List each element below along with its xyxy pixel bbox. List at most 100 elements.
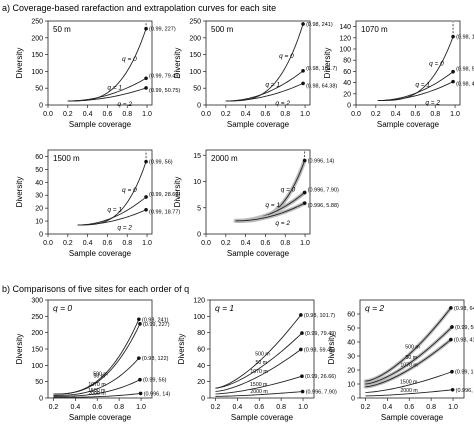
endpoint-marker [450, 387, 455, 392]
y-tick-label: 150 [189, 52, 201, 59]
series-line [215, 391, 303, 397]
endpoint-label: (0.99, 227) [143, 322, 170, 328]
y-tick-label: 140 [339, 24, 351, 31]
endpoint-label: (0.98, 41.73) [454, 338, 474, 344]
curve-label: q = 0 [122, 56, 137, 63]
y-tick-label: 40 [347, 340, 355, 347]
plot-frame [359, 299, 465, 399]
y-tick-label: 10 [193, 179, 201, 186]
chart-panels: 0.0 0.2 0.4 0.6 0.8 1.0050100150200250Sample … [15, 19, 474, 423]
endpoint-marker [144, 195, 148, 199]
curve-label: q = 0 [122, 187, 137, 194]
site-curve-label: 50 m [256, 360, 268, 366]
site-curve-label: 2000 m [400, 388, 417, 394]
y-tick-label: 120 [193, 298, 205, 305]
y-tick-label: 0 [39, 103, 43, 110]
order-title: q = 2 [365, 303, 384, 313]
endpoint-marker [299, 347, 303, 352]
curve-label: q = 2 [425, 99, 440, 106]
endpoint-label: (0.98, 241) [306, 22, 333, 28]
y-tick-label: 250 [31, 314, 43, 321]
site-curve-label: 1500 m [250, 382, 267, 388]
y-axis-label: Diversity [177, 334, 186, 365]
x-tick-label: 1.0 [298, 404, 308, 411]
y-tick-label: 100 [31, 363, 43, 370]
endpoint-marker [300, 374, 304, 379]
endpoint-marker [144, 86, 148, 90]
y-tick-label: 250 [189, 19, 201, 26]
endpoint-marker [137, 356, 141, 360]
y-axis-label: Diversity [15, 177, 24, 208]
y-axis-label: Diversity [173, 177, 182, 208]
endpoint-marker [300, 331, 304, 335]
y-tick-label: 150 [31, 347, 43, 354]
series-line [53, 323, 141, 395]
y-tick-label: 100 [31, 69, 43, 76]
series-line [365, 371, 453, 393]
plot-frame [205, 149, 311, 235]
plot-frame [355, 20, 461, 106]
x-tick-label: 0.0 [351, 111, 361, 118]
endpoint-label: (0.98, 122) [456, 35, 474, 41]
endpoint-marker [138, 377, 142, 382]
series-line [53, 392, 141, 398]
y-tick-label: 50 [35, 167, 43, 174]
endpoint-label: (0.98, 101.7) [306, 66, 337, 72]
series-line [53, 379, 141, 397]
x-axis-label: Sample coverage [227, 249, 290, 258]
series-line [365, 307, 452, 382]
y-tick-label: 0 [347, 103, 351, 110]
x-tick-label: 0.4 [241, 111, 251, 118]
endpoint-marker [451, 69, 455, 74]
endpoint-label: (0.996, 7.90) [306, 390, 337, 396]
y-tick-label: 120 [339, 35, 351, 42]
y-tick-label: 0 [39, 396, 43, 403]
site-curve-label: 50 m [94, 374, 106, 380]
x-axis-label: Sample coverage [377, 120, 440, 129]
x-tick-label: 0.8 [280, 240, 290, 247]
x-tick-label: 1.0 [300, 111, 310, 118]
x-tick-label: 1.0 [142, 111, 152, 118]
order-title: q = 1 [215, 303, 234, 313]
x-tick-label: 0.6 [404, 404, 414, 411]
endpoint-marker [302, 201, 307, 205]
plot-frame [205, 20, 311, 106]
endpoint-label: (0.99, 56) [143, 378, 167, 384]
y-tick-label: 20 [343, 91, 351, 98]
endpoint-marker [451, 34, 455, 39]
endpoint-label: (0.996, 14) [144, 391, 171, 397]
series-line [377, 81, 454, 101]
x-axis-label: Sample coverage [69, 413, 132, 422]
y-tick-label: 40 [197, 363, 205, 370]
x-tick-label: 0.2 [371, 111, 381, 118]
series-line [235, 202, 305, 222]
site-curve-label: 500 m [93, 371, 107, 377]
y-tick-label: 60 [347, 312, 355, 319]
site-curve-label: 1070 m [88, 382, 105, 388]
site-curve-label: 1500 m [400, 379, 417, 385]
endpoint-label: (0.98, 41.73) [456, 82, 474, 88]
y-tick-label: 80 [343, 58, 351, 65]
y-tick-label: 100 [339, 47, 351, 54]
x-tick-label: 0.2 [361, 404, 371, 411]
endpoint-marker [449, 306, 453, 310]
y-tick-label: 50 [193, 86, 201, 93]
site-title: 500 m [211, 25, 234, 34]
endpoint-marker [137, 317, 141, 322]
endpoint-marker [300, 389, 305, 394]
x-tick-label: 0.8 [426, 404, 436, 411]
x-tick-label: 1.0 [142, 240, 152, 247]
y-tick-label: 5 [197, 205, 201, 212]
endpoint-marker [138, 391, 143, 396]
y-tick-label: 50 [35, 86, 43, 93]
y-tick-label: 30 [35, 193, 43, 200]
x-tick-label: 1.0 [448, 404, 458, 411]
x-tick-label: 1.0 [450, 111, 460, 118]
endpoint-label: (0.98, 64.38) [306, 83, 337, 89]
endpoint-marker [450, 369, 454, 374]
x-tick-label: 0.4 [233, 404, 243, 411]
series-line [215, 375, 303, 395]
chart-panel-7: 0.2 0.4 0.6 0.8 1.0 0 20 40 60 80 100 120 Sample cov… [177, 298, 337, 423]
series-line [215, 349, 302, 392]
